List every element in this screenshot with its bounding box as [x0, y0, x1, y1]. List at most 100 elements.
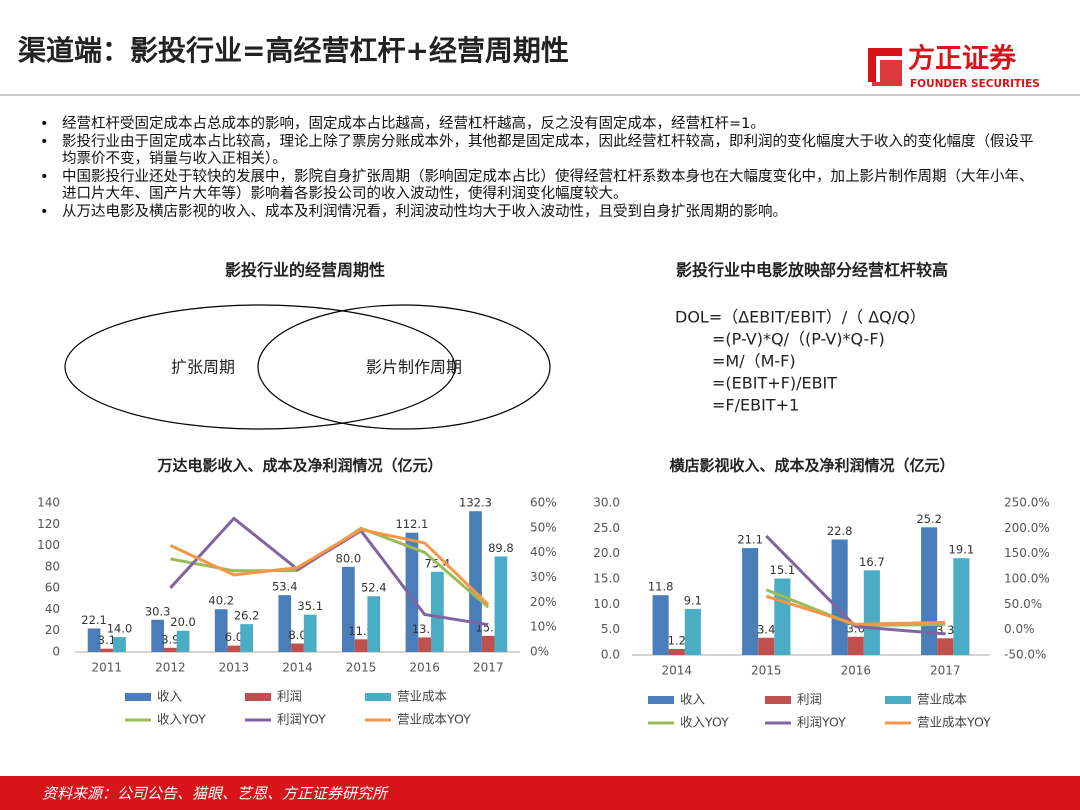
- yoy-line: [765, 588, 946, 628]
- bar: [342, 566, 355, 652]
- legend-label: 收入YOY: [157, 712, 206, 727]
- bar-label: 3.4: [757, 622, 775, 636]
- bar: [164, 647, 177, 652]
- legend-label: 营业成本YOY: [397, 712, 471, 727]
- legend-label: 利润YOY: [797, 715, 846, 730]
- bar-label: 16.7: [859, 555, 885, 569]
- bar: [469, 511, 482, 652]
- slide-title: 渠道端：影投行业=高经营杠杆+经营周期性: [18, 34, 569, 67]
- y2-tick-label: 50%: [530, 520, 557, 534]
- yoy-line: [765, 534, 946, 636]
- bar-label: 25.2: [916, 512, 942, 526]
- dol-line: =M/（M-F): [712, 352, 796, 371]
- bar-label: 21.1: [737, 533, 763, 547]
- bar: [354, 639, 368, 652]
- yoy-line: [765, 594, 946, 626]
- bar: [151, 619, 164, 652]
- legend-swatch: [365, 693, 391, 701]
- yoy-line: [169, 527, 490, 606]
- y-tick-label: 60: [45, 581, 60, 595]
- bar-label: 112.1: [395, 517, 428, 531]
- bar-label: 40.2: [208, 594, 234, 608]
- y-tick-label: 120: [37, 517, 60, 531]
- bar-label: 3.1: [98, 633, 116, 647]
- y2-tick-label: 20%: [530, 595, 557, 609]
- y2-tick-label: 40%: [530, 545, 557, 559]
- y-tick-label: 10.0: [593, 597, 620, 611]
- x-tick-label: 2016: [840, 664, 871, 678]
- legend-label: 利润: [797, 692, 822, 707]
- bar: [431, 571, 444, 652]
- bar: [847, 636, 864, 655]
- bar: [303, 614, 317, 652]
- y2-tick-label: 60%: [530, 496, 557, 510]
- y-tick-label: 5.0: [601, 622, 620, 636]
- bar-label: 19.1: [949, 543, 975, 557]
- y-tick-label: 20: [45, 623, 60, 637]
- venn-circle: [257, 304, 551, 430]
- bar-label: 132.3: [459, 496, 492, 510]
- bar-label: 53.4: [272, 580, 298, 594]
- bar: [176, 630, 190, 652]
- legend-swatch: [648, 696, 674, 704]
- bar: [278, 595, 292, 652]
- venn-circle: [64, 304, 456, 430]
- bar: [227, 645, 241, 652]
- y2-tick-label: 50.0%: [1004, 597, 1042, 611]
- x-tick-label: 2011: [92, 661, 123, 675]
- x-tick-label: 2014: [661, 664, 692, 678]
- bullet: 经营杠杆受固定成本占总成本的影响，固定成本占比越高，经营杠杆越高，反之没有固定成…: [40, 116, 1040, 134]
- bar-label: 26.2: [234, 609, 260, 623]
- legend-label: 营业成本: [397, 689, 448, 704]
- footer-source: 资料来源：公司公告、猫眼、艺恩、方正证券研究所: [42, 785, 389, 803]
- bar: [214, 609, 228, 652]
- bar-label: 1.2: [668, 633, 686, 647]
- venn-title: 影投行业的经营周期性: [225, 261, 385, 280]
- y-tick-label: 15.0: [593, 572, 620, 586]
- bar: [240, 624, 253, 652]
- bar-label: 14.0: [107, 622, 133, 636]
- legend-label: 营业成本YOY: [917, 715, 991, 730]
- venn-label: 影片制作周期: [366, 358, 462, 377]
- x-tick-label: 2017: [473, 661, 504, 675]
- bar: [652, 595, 669, 655]
- y-tick-label: 0.0: [601, 648, 620, 662]
- bar-label: 8.0: [288, 628, 306, 642]
- bar: [774, 578, 791, 655]
- bar: [113, 637, 126, 652]
- bar: [87, 628, 101, 652]
- bar: [494, 556, 508, 652]
- bar: [953, 558, 970, 655]
- bar-label: 52.4: [361, 581, 387, 595]
- x-tick-label: 2016: [409, 661, 440, 675]
- bar-label: 22.8: [827, 524, 853, 538]
- y2-tick-label: -50.0%: [1004, 648, 1046, 662]
- y2-tick-label: 100.0%: [1004, 572, 1050, 586]
- y-tick-label: 0: [52, 645, 60, 659]
- bullet-list: 经营杠杆受固定成本占总成本的影响，固定成本占比越高，经营杠杆越高，反之没有固定成…: [40, 116, 1040, 221]
- bar: [100, 648, 114, 652]
- legend-label: 收入: [680, 692, 706, 707]
- logo-text: 方正证券: [908, 43, 1017, 75]
- legend-swatch: [885, 696, 911, 704]
- y-tick-label: 80: [45, 559, 60, 573]
- chart-title: 万达电影收入、成本及净利润情况（亿元）: [156, 457, 442, 475]
- bar: [367, 596, 381, 652]
- y-tick-label: 100: [37, 538, 60, 552]
- bar: [758, 637, 775, 655]
- y2-tick-label: 0.0%: [1004, 622, 1035, 636]
- y2-tick-label: 250.0%: [1004, 496, 1050, 510]
- bar-label: 35.1: [297, 599, 323, 613]
- bar: [863, 570, 880, 655]
- logo-subtext: FOUNDER SECURITIES: [910, 78, 1040, 90]
- legend-label: 营业成本: [917, 692, 968, 707]
- bar: [418, 637, 431, 652]
- x-tick-label: 2017: [930, 664, 961, 678]
- bar: [668, 648, 685, 655]
- bar: [481, 635, 495, 652]
- x-tick-label: 2012: [155, 661, 186, 675]
- legend-label: 利润: [277, 689, 302, 704]
- bar-label: 89.8: [488, 541, 514, 555]
